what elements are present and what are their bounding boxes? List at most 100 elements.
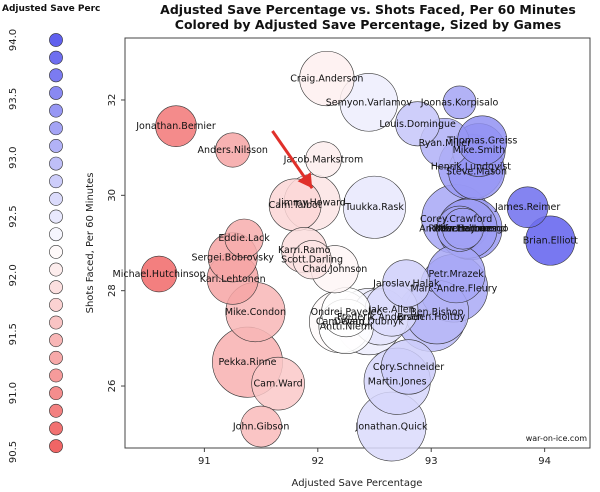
point-label: Thomas.Greiss xyxy=(446,136,517,147)
points xyxy=(140,50,576,462)
point-label: Jimmy.Howard xyxy=(277,197,346,208)
point xyxy=(224,218,264,258)
legend-tick-label: 90.5 xyxy=(8,441,19,463)
point-label: Ondrej.Pavelec xyxy=(311,307,382,318)
point xyxy=(442,85,477,120)
point-label: Cam.Ward xyxy=(254,379,303,390)
x-tick-label: 91 xyxy=(198,456,211,467)
legend-swatch xyxy=(49,297,63,312)
x-tick-label: 94 xyxy=(538,456,551,467)
point-label: Scott.Darling xyxy=(281,255,343,266)
legend-ticks: 90.5 91.0 91.5 92.0 92.5 93.0 93.5 94.0 xyxy=(8,29,19,463)
point-label: Jaroslav.Halak xyxy=(372,279,440,290)
legend-swatches xyxy=(49,33,63,454)
point xyxy=(525,215,576,266)
arrow-head xyxy=(297,172,313,189)
legend: Adjusted Save Perc 90.591.091.592.092.59… xyxy=(2,4,100,463)
legend-swatch xyxy=(49,139,63,153)
legend-swatch xyxy=(49,244,63,259)
point-label: Jake.Allen xyxy=(367,305,414,316)
point-label: Antti.Niemi xyxy=(320,321,373,332)
credit: war-on-ice.com xyxy=(526,434,587,443)
x-axis-label: Adjusted Save Percentage xyxy=(292,478,423,489)
point-label: Ben.Bishop xyxy=(410,307,463,318)
y-axis-label: Shots Faced, Per 60 Minutes xyxy=(85,173,96,314)
point-label: John.Gibson xyxy=(232,422,290,433)
point-label: Jonathan.Bernier xyxy=(135,121,216,132)
point-label: Mike.Smith xyxy=(453,145,506,156)
legend-swatch xyxy=(49,50,63,65)
point xyxy=(506,186,549,229)
legend-tick-label: 93.0 xyxy=(8,147,19,169)
point-label: Steve.Mason xyxy=(446,166,507,177)
chart-subtitle: Colored by Adjusted Save Percentage, Siz… xyxy=(175,17,561,32)
point-label: Mike.Condon xyxy=(225,307,286,318)
legend-swatch xyxy=(49,333,63,348)
point xyxy=(240,405,282,448)
legend-swatch xyxy=(49,192,63,206)
point-label: Andrew.Hammond xyxy=(419,224,506,235)
point-label: Martin.Jones xyxy=(368,376,427,387)
legend-tick-label: 94.0 xyxy=(8,29,19,51)
point-label: Louis.Domingue xyxy=(379,119,456,130)
point-label: Cam.Talbot xyxy=(269,200,322,211)
point xyxy=(380,339,437,395)
point-label: Corey.Crawford xyxy=(420,214,492,225)
point xyxy=(215,132,251,168)
point-label: Henrik.Lundqvist xyxy=(431,162,512,173)
y-tick-label: 28 xyxy=(107,284,118,297)
plot-frame xyxy=(124,37,591,449)
legend-swatch xyxy=(49,350,63,365)
legend-swatch xyxy=(49,280,63,295)
legend-swatch xyxy=(49,386,63,401)
point-label: Jonathan.Quick xyxy=(355,422,428,433)
legend-swatch xyxy=(49,368,63,383)
point-label: Semyon.Varlamov xyxy=(326,97,413,108)
point xyxy=(395,101,441,147)
point-label: Marc-Andre.Fleury xyxy=(411,283,498,294)
point-label: James.Reimer xyxy=(494,202,560,213)
point-label: Ryan.Miller xyxy=(419,138,472,149)
point-label: Chad.Johnson xyxy=(302,264,367,275)
point-label: Devan.Dubnyk xyxy=(334,317,405,328)
point-label: Frederik.Andersen xyxy=(337,312,423,323)
x-tick-label: 92 xyxy=(311,456,324,467)
legend-swatch xyxy=(49,439,63,454)
point-label: Braden.Holtby xyxy=(397,312,466,323)
legend-swatch xyxy=(49,174,63,189)
point-label: Cam.Ward xyxy=(316,317,365,328)
legend-tick-label: 92.0 xyxy=(8,264,19,286)
point-label: Jacob.Markstrom xyxy=(283,155,364,166)
point-label: Craig.Anderson xyxy=(290,74,363,85)
point xyxy=(251,356,305,411)
point-label: Robin.Lehner xyxy=(428,224,491,235)
legend-swatch xyxy=(49,86,63,100)
point-label: Pekka.Rinne xyxy=(218,357,276,368)
chart-title: Adjusted Save Percentage vs. Shots Faced… xyxy=(160,2,576,17)
point-label: Sergei.Bobrovsky xyxy=(192,252,275,263)
y-tick-label: 32 xyxy=(107,94,118,107)
legend-swatch xyxy=(49,262,63,277)
y-tick-label: 26 xyxy=(107,380,118,393)
point-label: Michael.Hutchinson xyxy=(113,269,206,280)
point-label: Brian.Elliott xyxy=(523,236,578,247)
legend-swatch xyxy=(49,421,63,436)
point-label: Joonas.Korpisalo xyxy=(420,97,499,108)
legend-swatch xyxy=(49,209,63,224)
legend-swatch xyxy=(49,103,63,118)
point-label: Eddie.Lack xyxy=(218,233,270,244)
point-label: Tuukka.Rask xyxy=(344,202,404,213)
legend-swatch xyxy=(49,33,63,47)
point xyxy=(299,50,355,107)
point-label: Cory.Schneider xyxy=(373,362,444,373)
x-tick-label: 93 xyxy=(425,456,438,467)
point xyxy=(155,105,197,147)
legend-tick-label: 91.5 xyxy=(8,323,19,345)
legend-title: Adjusted Save Perc xyxy=(2,4,100,14)
legend-tick-label: 93.5 xyxy=(8,88,19,110)
point xyxy=(140,255,178,293)
point-label: Roberto.Luongo xyxy=(433,224,508,235)
point-label: Anders.Nilsson xyxy=(198,145,268,156)
point-label: Karri.Ramo xyxy=(278,245,331,256)
